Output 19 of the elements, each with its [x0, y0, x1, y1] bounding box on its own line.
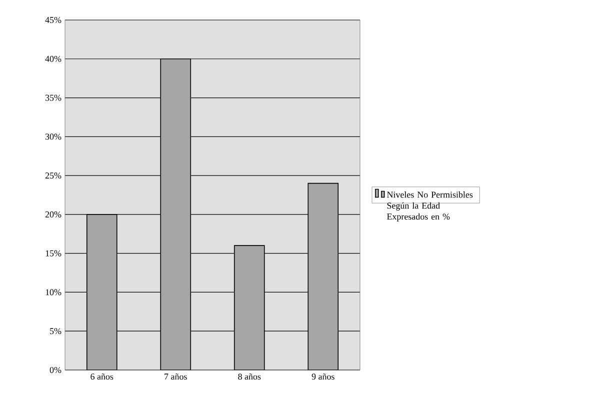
bar	[160, 58, 192, 370]
y-tick-label: 0%	[50, 366, 62, 374]
y-tick-label: 30%	[45, 134, 62, 140]
y-tick-label: 20%	[45, 211, 62, 218]
legend-label: Niveles No Permisibles Según la Edad Expresados en %	[387, 191, 473, 222]
y-tick-label: 45%	[45, 16, 62, 24]
y-tick-label: 25%	[45, 172, 62, 179]
y-tick-label: 5%	[50, 328, 62, 334]
bar	[234, 245, 265, 370]
bar	[308, 182, 339, 370]
y-tick-label: 10%	[46, 289, 62, 296]
y-tick-label: 40%	[45, 56, 62, 62]
x-tick-label: 8 años	[238, 374, 261, 380]
x-tick-label: 6 años	[90, 374, 114, 380]
bar	[86, 214, 118, 370]
y-tick-label: 35%	[45, 94, 62, 101]
y-tick-label: 15%	[46, 250, 62, 256]
x-tick-label: 7 años	[164, 374, 187, 380]
x-tick-label: 9 años	[312, 374, 334, 380]
